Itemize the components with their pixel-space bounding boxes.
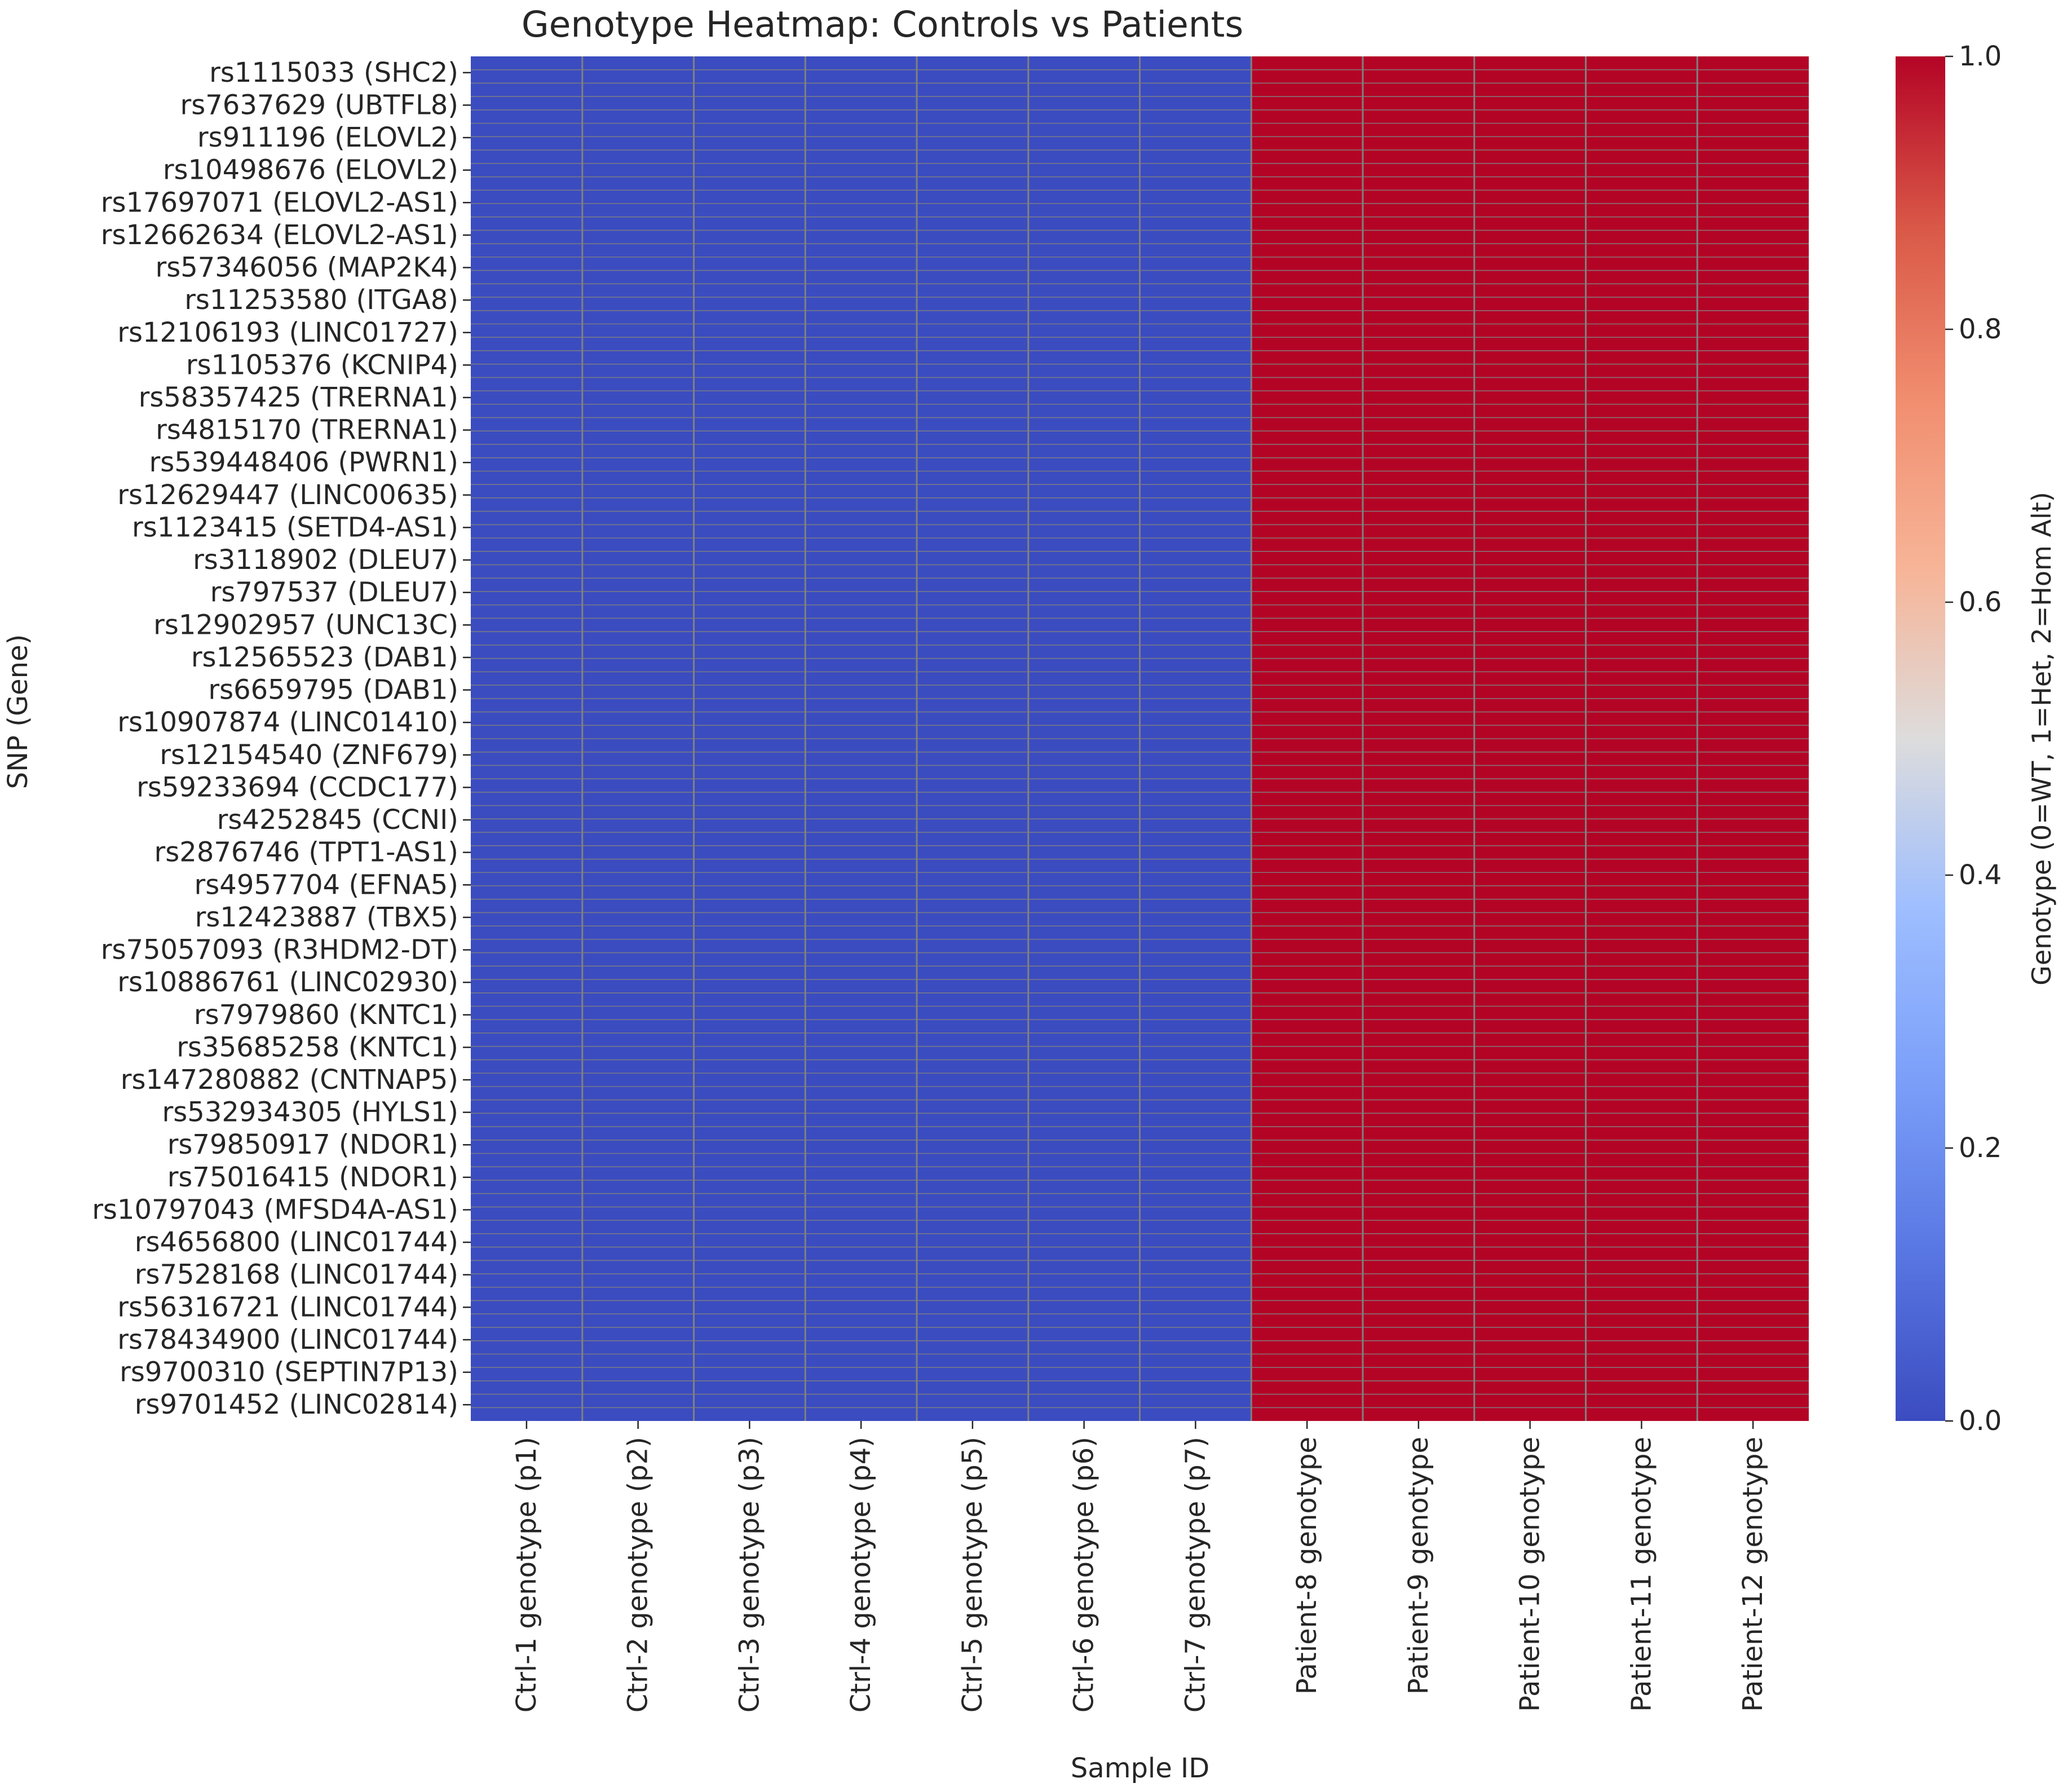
row-label: rs3118902 (DLEU7): [193, 544, 458, 576]
row-label: rs7979860 (KNTC1): [194, 999, 458, 1031]
column-label: Patient-8 genotype: [1291, 1437, 1323, 1694]
column-label: Patient-12 genotype: [1737, 1437, 1769, 1712]
colorbar-label: Genotype (0=WT, 1=Het, 2=Hom Alt): [2026, 492, 2057, 985]
column-label: Ctrl-1 genotype (p1): [511, 1437, 542, 1712]
row-labels: rs1115033 (SHC2)rs7637629 (UBTFL8)rs9111…: [92, 57, 471, 1420]
column-labels: Ctrl-1 genotype (p1) Ctrl-2 genotype (p2)…: [511, 1421, 1769, 1712]
row-label: rs1123415 (SETD4-AS1): [132, 511, 458, 543]
row-label: rs12423887 (TBX5): [195, 902, 458, 933]
column-label: Patient-11 genotype: [1626, 1437, 1657, 1712]
row-label: rs57346056 (MAP2K4): [155, 252, 458, 284]
row-label: rs78434900 (LINC01744): [117, 1324, 458, 1356]
row-label: rs12106193 (LINC01727): [117, 317, 458, 348]
row-label: rs10797043 (MFSD4A-AS1): [92, 1194, 458, 1225]
colorbar-ticks: 0.0 0.2 0.4 0.6 0.8 1.0: [1945, 41, 2002, 1437]
column-label: Patient-9 genotype: [1403, 1437, 1434, 1694]
row-label: rs75057093 (R3HDM2-DT): [101, 934, 458, 966]
column-label: Ctrl-7 genotype (p7): [1180, 1437, 1211, 1712]
row-label: rs12902957 (UNC13C): [153, 609, 458, 641]
row-label: rs4815170 (TRERNA1): [156, 414, 458, 446]
row-label: rs79850917 (NDOR1): [167, 1129, 458, 1160]
row-label: rs35685258 (KNTC1): [176, 1031, 458, 1063]
colorbar-tick-label: 1.0: [1959, 41, 2002, 72]
row-label: rs4252845 (CCNI): [217, 804, 458, 836]
row-label: rs10498676 (ELOVL2): [163, 155, 458, 186]
colorbar-tick-label: 0.0: [1959, 1405, 2002, 1437]
chart-title: Genotype Heatmap: Controls vs Patients: [522, 4, 1243, 45]
row-label: rs75016415 (NDOR1): [167, 1162, 458, 1193]
colorbar-tick-label: 0.8: [1959, 314, 2002, 345]
row-label: rs7528168 (LINC01744): [135, 1259, 458, 1291]
column-label: Ctrl-3 genotype (p3): [734, 1437, 765, 1712]
column-label: Ctrl-5 genotype (p5): [957, 1437, 988, 1712]
row-label: rs4656800 (LINC01744): [135, 1226, 458, 1258]
row-label: rs9700310 (SEPTIN7P13): [120, 1357, 458, 1388]
row-label: rs58357425 (TRERNA1): [139, 382, 458, 413]
row-label: rs12565523 (DAB1): [191, 642, 458, 673]
colorbar-tick-label: 0.2: [1959, 1132, 2002, 1164]
row-label: rs532934305 (HYLS1): [162, 1097, 458, 1128]
row-label: rs56316721 (LINC01744): [117, 1291, 458, 1323]
column-label: Ctrl-4 genotype (p4): [845, 1437, 877, 1712]
row-label: rs12662634 (ELOVL2-AS1): [101, 219, 458, 251]
row-label: rs911196 (ELOVL2): [197, 122, 458, 153]
row-label: rs797537 (DLEU7): [210, 577, 458, 608]
heatmap-grid: [471, 56, 1809, 1421]
column-label: Ctrl-2 genotype (p2): [622, 1437, 654, 1712]
column-label: Ctrl-6 genotype (p6): [1068, 1437, 1100, 1712]
row-label: rs10886761 (LINC02930): [117, 966, 458, 998]
row-label: rs11253580 (ITGA8): [184, 284, 458, 316]
colorbar-gradient: [1896, 56, 1945, 1421]
x-axis-label: Sample ID: [1071, 1753, 1209, 1784]
row-label: rs2876746 (TPT1-AS1): [154, 837, 458, 868]
row-label: rs17697071 (ELOVL2-AS1): [101, 187, 458, 218]
row-label: rs12154540 (ZNF679): [160, 739, 458, 771]
row-label: rs9701452 (LINC02814): [135, 1389, 458, 1420]
row-label: rs1115033 (SHC2): [209, 57, 458, 89]
row-label: rs12629447 (LINC00635): [117, 479, 458, 511]
y-axis-label: SNP (Gene): [2, 634, 34, 789]
row-label: rs10907874 (LINC01410): [117, 707, 458, 738]
row-label: rs539448406 (PWRN1): [149, 447, 458, 478]
row-label: rs6659795 (DAB1): [208, 674, 458, 706]
colorbar-tick-label: 0.6: [1959, 586, 2002, 618]
row-label: rs4957704 (EFNA5): [195, 869, 458, 901]
column-label: Patient-10 genotype: [1514, 1437, 1546, 1712]
row-label: rs147280882 (CNTNAP5): [121, 1064, 458, 1096]
colorbar-tick-label: 0.4: [1959, 859, 2002, 891]
row-label: rs59233694 (CCDC177): [136, 771, 458, 803]
row-label: rs7637629 (UBTFL8): [180, 89, 459, 121]
row-label: rs1105376 (KCNIP4): [186, 349, 458, 381]
